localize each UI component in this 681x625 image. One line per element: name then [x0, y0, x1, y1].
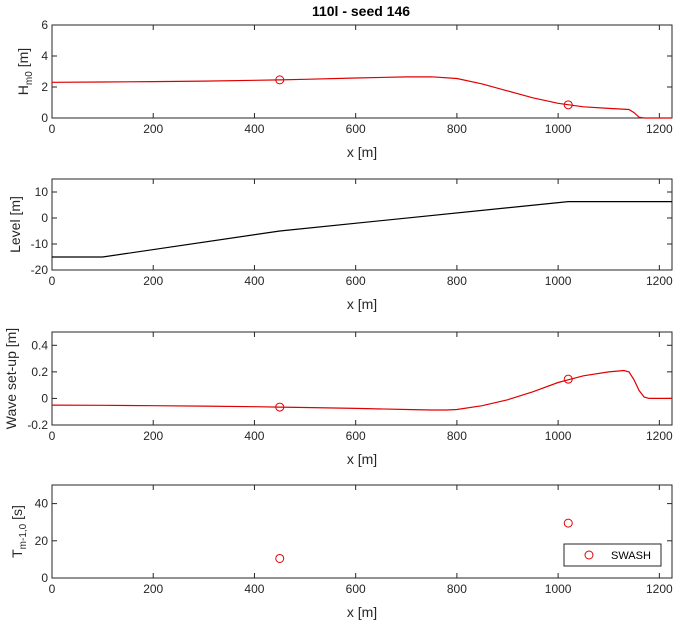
tm10-y-tick-label: 0 [41, 571, 48, 585]
figure-title: 110l - seed 146 [312, 3, 410, 19]
setup-x-tick-label: 600 [346, 429, 366, 443]
hm0-y-tick-label: 2 [41, 80, 48, 94]
tm10-x-tick-label: 400 [244, 582, 264, 596]
level-ticks: 0 200 400 600 800 1000 1200 -20 -10 0 10 [31, 179, 673, 288]
hm0-plot-area [51, 75, 672, 119]
setup-x-tick-label: 200 [143, 429, 163, 443]
level-x-tick-label: 600 [346, 274, 366, 288]
tm10-data-point [563, 518, 573, 528]
legend-box [563, 543, 662, 567]
setup-x-tick-label: 0 [49, 429, 56, 443]
tm10-subplot: 0 200 400 600 800 1000 1200 0 20 40 x [m] Tm-1,0 … [9, 484, 673, 620]
tm10-x-tick-label: 1000 [545, 582, 572, 596]
tm10-x-tick-label: 800 [447, 582, 467, 596]
level-y-tick-label: 0 [41, 211, 48, 225]
hm0-x-tick-label: 400 [244, 122, 264, 136]
setup-y-tick-label: 0.4 [31, 338, 48, 352]
setup-x-axis-label: x [m] [347, 451, 377, 467]
hm0-y-tick-label: 0 [41, 111, 48, 125]
setup-data-point [563, 374, 573, 384]
tm10-x-tick-label: 1200 [646, 582, 673, 596]
setup-y-tick-label: 0 [41, 391, 48, 405]
level-plot-area [52, 201, 672, 258]
level-series-line [52, 201, 672, 258]
level-x-tick-label: 400 [244, 274, 264, 288]
setup-x-tick-label: 1200 [646, 429, 673, 443]
hm0-y-label-unit: [m] [15, 48, 31, 71]
hm0-x-axis-label: x [m] [347, 144, 377, 160]
hm0-x-tick-label: 600 [346, 122, 366, 136]
hm0-x-tick-label: 200 [143, 122, 163, 136]
hm0-x-tick-label: 1200 [646, 122, 673, 136]
level-y-axis-label: Level [m] [7, 196, 23, 253]
hm0-y-label-main: H [15, 85, 31, 95]
tm10-x-tick-label: 200 [143, 582, 163, 596]
tm10-y-label-sub: m-1,0 [18, 523, 29, 549]
setup-subplot: 0 200 400 600 800 1000 1200-0.200.20.4 x [m] W… [3, 328, 673, 467]
hm0-y-axis-label: Hm0 [m] [15, 48, 35, 95]
hm0-y-tick-label: 4 [41, 49, 48, 63]
tm10-y-axis-label: Tm-1,0 [s] [9, 505, 29, 558]
hm0-x-tick-label: 0 [49, 122, 56, 136]
level-axes-box [51, 178, 673, 271]
legend-marker [584, 550, 594, 560]
level-subplot: 0 200 400 600 800 1000 1200 -20 -10 0 10 x [m] Lev… [7, 178, 673, 312]
level-x-tick-label: 200 [143, 274, 163, 288]
tm10-ticks: 0 200 400 600 800 1000 1200 0 20 40 [35, 485, 673, 596]
level-x-tick-label: 0 [49, 274, 56, 288]
level-y-tick-label: -20 [31, 263, 49, 277]
setup-series-line [51, 369, 672, 411]
hm0-y-label-sub: m0 [24, 71, 35, 85]
tm10-y-tick-label: 40 [35, 497, 49, 511]
tm10-x-tick-label: 0 [49, 582, 56, 596]
setup-y-axis-label: Wave set-up [m] [3, 328, 19, 429]
tm10-plot-area [275, 518, 573, 563]
hm0-x-tick-label: 800 [447, 122, 467, 136]
level-x-tick-label: 1200 [646, 274, 673, 288]
tm10-data-point [275, 553, 285, 563]
tm10-y-tick-label: 20 [35, 534, 49, 548]
setup-x-tick-label: 800 [447, 429, 467, 443]
hm0-axes-box [51, 24, 673, 119]
setup-x-tick-label: 1000 [545, 429, 572, 443]
level-y-tick-label: -10 [31, 237, 49, 251]
tm10-x-tick-label: 600 [346, 582, 366, 596]
hm0-data-point [563, 100, 573, 110]
setup-ticks: 0 200 400 600 800 1000 1200-0.200.20.4 [27, 332, 673, 443]
legend-label: SWASH [611, 550, 651, 562]
hm0-x-tick-label: 1000 [545, 122, 572, 136]
setup-axes-box [51, 331, 673, 426]
level-x-tick-label: 800 [447, 274, 467, 288]
hm0-subplot: 0 200 400 600 800 1000 1200 0 2 4 6 x [m] Hm0 [m] [15, 18, 673, 160]
hm0-y-tick-label: 6 [41, 18, 48, 32]
setup-plot-area [51, 369, 672, 412]
setup-y-tick-label: 0.2 [31, 365, 48, 379]
setup-y-tick-label: -0.2 [27, 418, 48, 432]
tm10-y-label-unit: [s] [9, 505, 25, 524]
hm0-ticks: 0 200 400 600 800 1000 1200 0 2 4 6 [41, 18, 673, 136]
hm0-data-point [275, 75, 285, 85]
tm10-legend: SWASH [563, 543, 662, 567]
setup-x-tick-label: 400 [244, 429, 264, 443]
setup-data-point [275, 402, 285, 412]
tm10-y-label-main: T [9, 549, 25, 558]
level-x-tick-label: 1000 [545, 274, 572, 288]
level-y-tick-label: 10 [35, 185, 49, 199]
level-x-axis-label: x [m] [347, 296, 377, 312]
hm0-series-line [51, 76, 672, 119]
tm10-x-axis-label: x [m] [347, 604, 377, 620]
